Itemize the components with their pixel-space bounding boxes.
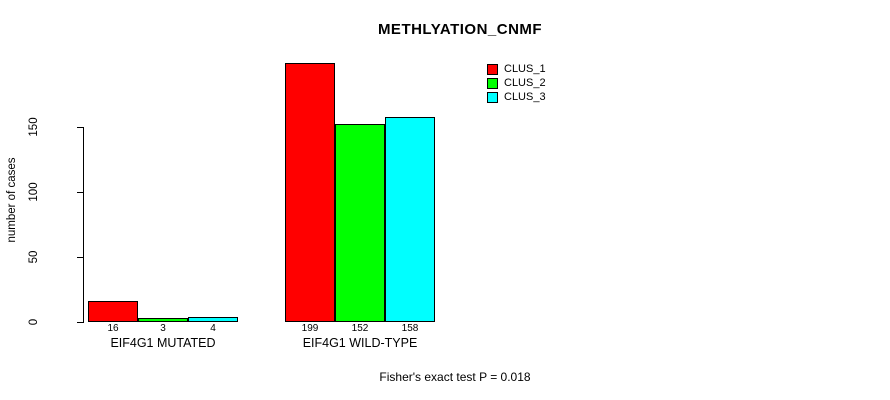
- y-tick-label: 0: [28, 318, 40, 326]
- legend: CLUS_1 CLUS_2 CLUS_3: [487, 62, 546, 104]
- chart-title: METHLYATION_CNMF: [377, 21, 543, 38]
- bar-clus_1-group2: [285, 63, 335, 322]
- bar-value-label: 199: [301, 323, 319, 334]
- x-category-label: EIF4G1 WILD-TYPE: [302, 336, 418, 350]
- bar-value-label: 16: [107, 323, 119, 334]
- bar-clus_2-group1: [138, 318, 188, 322]
- legend-row: CLUS_3: [487, 90, 546, 104]
- y-axis-line: [83, 127, 84, 323]
- y-axis-label: number of cases: [6, 157, 18, 243]
- bar-clus_1-group1: [88, 301, 138, 322]
- y-tick-mark: [77, 127, 84, 128]
- y-tick-label: 150: [28, 117, 40, 137]
- annotation-text: Fisher's exact test P = 0.018: [379, 370, 531, 384]
- y-tick-label: 50: [28, 250, 40, 264]
- legend-label: CLUS_1: [504, 63, 546, 75]
- legend-label: CLUS_3: [504, 91, 546, 103]
- legend-swatch-icon: [487, 63, 498, 75]
- legend-swatch-icon: [487, 77, 498, 89]
- bar-clus_3-group1: [188, 316, 238, 322]
- bar-value-label: 152: [351, 323, 369, 334]
- y-tick-mark: [77, 257, 84, 258]
- bar-clus_3-group2: [385, 116, 435, 322]
- x-category-label: EIF4G1 MUTATED: [110, 336, 216, 350]
- bar-value-label: 158: [401, 323, 419, 334]
- bar-value-label: 3: [160, 323, 166, 334]
- y-tick-mark: [77, 192, 84, 193]
- legend-label: CLUS_2: [504, 77, 546, 89]
- y-tick-label: 100: [28, 182, 40, 202]
- legend-row: CLUS_1: [487, 62, 546, 76]
- bar-value-label: 4: [210, 323, 216, 334]
- y-tick-mark: [77, 322, 84, 323]
- legend-swatch-icon: [487, 91, 498, 103]
- legend-row: CLUS_2: [487, 76, 546, 90]
- bar-clus_2-group2: [335, 124, 385, 322]
